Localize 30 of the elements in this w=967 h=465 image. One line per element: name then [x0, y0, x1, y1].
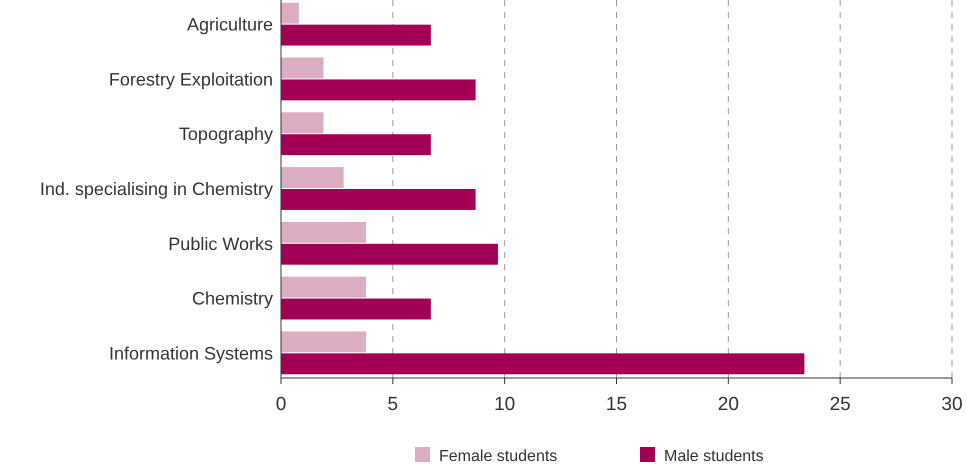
y-tick-label: Agriculture — [186, 14, 273, 35]
y-tick-label: Topography — [178, 124, 273, 144]
x-tick-label: 10 — [494, 394, 516, 415]
x-tick-label: 30 — [941, 394, 963, 415]
bar — [281, 2, 299, 24]
bar — [281, 276, 366, 298]
x-tick-label: 20 — [718, 394, 739, 415]
legend-label: Male students — [664, 448, 764, 465]
y-tick-label: Ind. specialising in Chemistry — [40, 179, 273, 199]
bar — [281, 244, 498, 265]
bar — [281, 112, 324, 134]
bar — [281, 134, 431, 156]
bar — [281, 189, 476, 210]
legend-label: Female students — [439, 448, 558, 465]
x-tick-label: 5 — [388, 394, 398, 415]
bar — [281, 167, 344, 188]
bar — [281, 24, 431, 46]
y-tick-label: Chemistry — [192, 288, 273, 309]
bar — [281, 58, 324, 78]
bar — [281, 222, 366, 243]
bar — [281, 298, 431, 320]
bar — [281, 79, 476, 100]
x-tick-label: 0 — [276, 394, 286, 415]
x-tick-label: 15 — [606, 394, 628, 415]
y-tick-label: Information Systems — [108, 343, 273, 364]
y-tick-label: Forestry Exploitation — [108, 69, 273, 90]
bar — [281, 331, 366, 352]
y-tick-label: Public Works — [168, 234, 273, 254]
bar — [281, 353, 804, 374]
x-tick-label: 25 — [830, 394, 851, 415]
